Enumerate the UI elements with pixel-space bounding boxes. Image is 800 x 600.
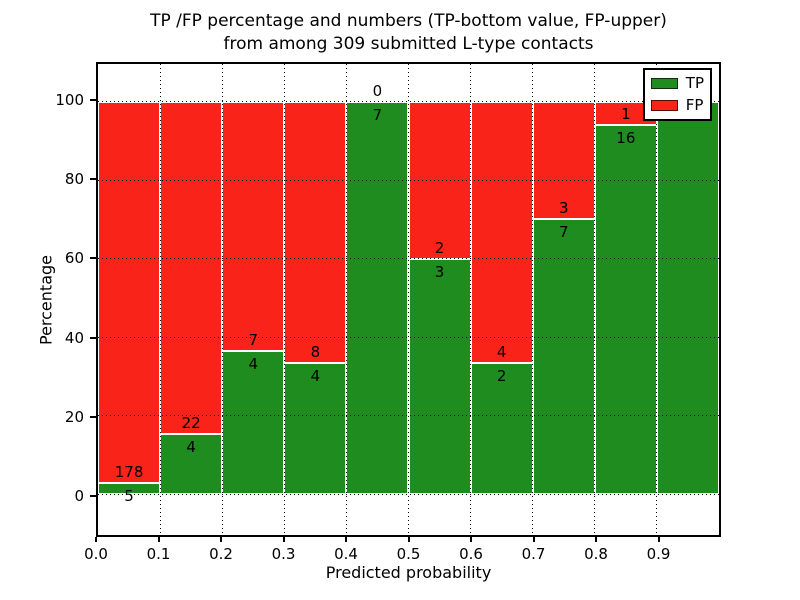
y-tick-mark bbox=[90, 99, 96, 101]
legend-swatch-tp bbox=[650, 78, 678, 89]
v-gridline bbox=[345, 64, 347, 535]
fp-count-label: 4 bbox=[496, 343, 507, 362]
fp-count-label: 178 bbox=[114, 463, 144, 482]
x-tick-label: 0.0 bbox=[84, 545, 108, 563]
x-tick-mark bbox=[157, 537, 160, 542]
x-tick-mark bbox=[407, 537, 410, 542]
y-tick-label: 80 bbox=[64, 170, 84, 189]
bar-segment-tp bbox=[470, 363, 533, 495]
fp-count-label: 1 bbox=[621, 104, 631, 123]
y-tick-mark bbox=[90, 178, 96, 181]
bar-segment-fp bbox=[98, 101, 161, 484]
bar-segment-tp bbox=[160, 433, 223, 495]
x-tick-label: 0.2 bbox=[209, 545, 233, 563]
x-tick-mark bbox=[532, 537, 535, 542]
x-tick-mark bbox=[595, 537, 597, 542]
bar-segment-tp bbox=[408, 258, 471, 495]
x-tick-label: 0.7 bbox=[521, 545, 546, 563]
bar-segment-tp bbox=[284, 363, 347, 495]
tp-count-label: 7 bbox=[372, 105, 383, 124]
bar-segment-fp bbox=[222, 101, 285, 352]
x-tick-label: 0.9 bbox=[646, 545, 671, 563]
x-tick-mark bbox=[95, 537, 97, 542]
y-tick-label: 40 bbox=[64, 328, 84, 347]
fp-count-label: 0 bbox=[372, 81, 383, 100]
tp-count-label: 5 bbox=[124, 487, 134, 506]
x-tick-label: 0.6 bbox=[459, 545, 483, 563]
x-tick-label: 0.3 bbox=[271, 545, 296, 563]
legend-label: TP bbox=[685, 74, 704, 92]
v-gridline bbox=[221, 64, 223, 535]
bar-segment-fp bbox=[284, 101, 347, 364]
legend-label: FP bbox=[685, 96, 704, 114]
chart-title: TP /FP percentage and numbers (TP-bottom… bbox=[96, 10, 721, 56]
x-tick-label: 0.1 bbox=[146, 545, 171, 563]
bars-layer bbox=[98, 64, 719, 535]
fp-count-label: 3 bbox=[558, 199, 569, 218]
y-tick-mark bbox=[90, 494, 96, 497]
y-tick-label: 100 bbox=[55, 91, 84, 109]
x-tick-mark bbox=[220, 537, 222, 542]
bar-segment-tp bbox=[346, 101, 409, 495]
tp-count-label: 3 bbox=[434, 262, 445, 281]
legend-item: TP bbox=[650, 74, 704, 92]
fp-count-label: 22 bbox=[181, 413, 201, 432]
v-gridline bbox=[470, 64, 472, 535]
x-tick-mark bbox=[345, 537, 347, 542]
legend-swatch-fp bbox=[650, 100, 678, 111]
tp-count-label: 2 bbox=[496, 367, 507, 386]
annotations-layer: 1785224748407234237116032 bbox=[98, 64, 719, 535]
v-gridline bbox=[283, 64, 285, 535]
bar-segment-fp bbox=[470, 101, 533, 364]
chart-title-line1: TP /FP percentage and numbers (TP-bottom… bbox=[150, 11, 667, 31]
v-gridline bbox=[656, 64, 658, 535]
x-tick-label: 0.5 bbox=[396, 545, 421, 563]
x-tick-label: 0.4 bbox=[334, 545, 358, 563]
bar-segment-tp bbox=[222, 351, 285, 495]
legend-item: FP bbox=[650, 96, 704, 114]
v-gridline bbox=[408, 64, 409, 535]
x-tick-mark bbox=[282, 537, 285, 542]
bar-segment-tp bbox=[594, 124, 657, 495]
y-tick-mark bbox=[90, 415, 96, 418]
y-tick-label: 0 bbox=[74, 486, 84, 505]
x-tick-mark bbox=[470, 537, 472, 542]
bar-segment-tp bbox=[98, 483, 161, 495]
legend: TP FP bbox=[642, 68, 712, 121]
fp-count-label: 2 bbox=[434, 238, 445, 257]
x-tick-label: 0.8 bbox=[584, 545, 608, 563]
bar-segment-tp bbox=[532, 219, 595, 495]
tp-count-label: 4 bbox=[310, 367, 321, 386]
fp-count-label: 7 bbox=[248, 331, 259, 350]
x-tick-mark bbox=[657, 537, 660, 542]
x-axis-label: Predicted probability bbox=[325, 563, 492, 582]
fp-count-label: 8 bbox=[310, 343, 321, 362]
chart-title-line2: from among 309 submitted L-type contacts bbox=[223, 34, 594, 54]
grid-layer bbox=[98, 64, 719, 535]
y-tick-mark bbox=[90, 336, 96, 339]
y-tick-label: 60 bbox=[64, 249, 84, 268]
y-tick-label: 20 bbox=[64, 407, 84, 426]
y-tick-mark bbox=[90, 257, 96, 260]
tp-count-label: 7 bbox=[558, 223, 569, 242]
v-gridline bbox=[594, 64, 596, 535]
bar-segment-tp bbox=[656, 101, 719, 495]
tp-count-label: 4 bbox=[186, 437, 196, 456]
bar-segment-fp bbox=[160, 101, 223, 434]
tp-count-label: 4 bbox=[248, 355, 259, 374]
tp-count-label: 16 bbox=[616, 128, 636, 147]
v-gridline bbox=[532, 64, 534, 535]
v-gridline bbox=[159, 64, 161, 535]
bar-segment-fp bbox=[532, 101, 595, 220]
